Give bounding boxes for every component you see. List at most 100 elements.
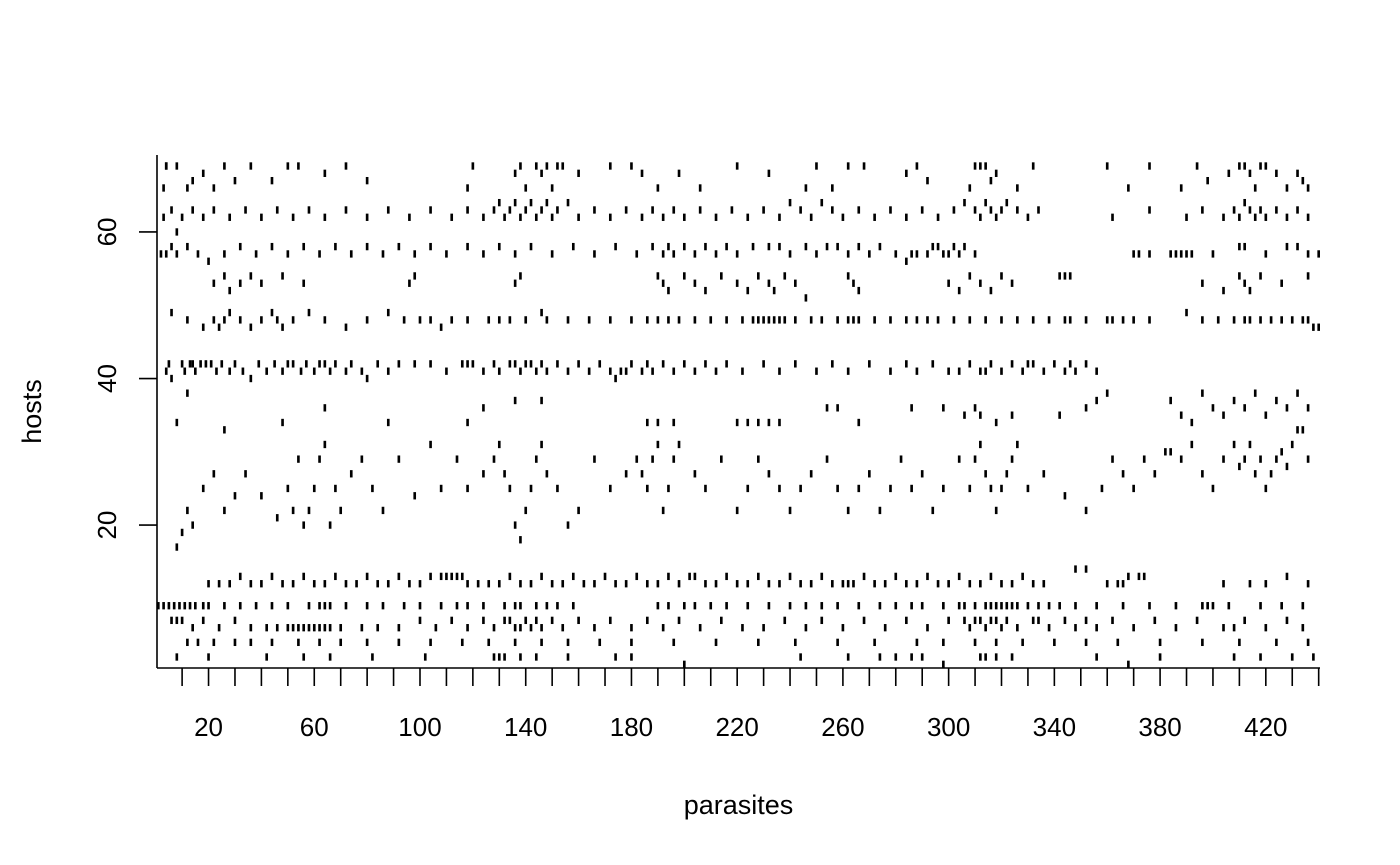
cell-198-31 bbox=[677, 440, 681, 449]
cell-38-9 bbox=[254, 602, 258, 610]
cell-134-13 bbox=[508, 572, 512, 581]
cell-416-38 bbox=[1253, 389, 1257, 397]
cell-324-2 bbox=[1010, 653, 1014, 661]
cell-150-12 bbox=[550, 580, 554, 588]
cell-18-25 bbox=[201, 484, 205, 493]
cell-298-9 bbox=[942, 602, 945, 610]
cell-180-48 bbox=[630, 316, 633, 324]
cell-304-52 bbox=[957, 286, 961, 295]
cell-208-42 bbox=[704, 360, 707, 368]
cell-292-48 bbox=[926, 316, 929, 324]
cell-430-2 bbox=[1290, 653, 1294, 661]
cell-144-9 bbox=[534, 602, 538, 610]
cell-300-53 bbox=[947, 279, 950, 287]
cell-342-9 bbox=[1058, 602, 1061, 610]
cell-272-4 bbox=[873, 638, 876, 647]
cell-164-41 bbox=[587, 367, 591, 375]
cell-24-12 bbox=[217, 580, 221, 588]
cell-262-54 bbox=[846, 272, 850, 280]
cell-68-13 bbox=[334, 572, 337, 581]
cell-356-37 bbox=[1095, 396, 1098, 405]
cell-388-29 bbox=[1179, 455, 1183, 463]
cell-150-57 bbox=[550, 250, 554, 258]
cell-160-42 bbox=[577, 360, 580, 368]
cell-376-69 bbox=[1148, 162, 1151, 170]
cell-274-22 bbox=[878, 506, 882, 515]
cell-136-6 bbox=[513, 624, 517, 632]
cell-422-27 bbox=[1269, 470, 1273, 478]
cell-68-25 bbox=[334, 484, 337, 493]
cell-384-57 bbox=[1169, 250, 1172, 258]
cell-56-53 bbox=[302, 279, 306, 287]
cell-304-9 bbox=[957, 602, 961, 610]
cell-420-25 bbox=[1264, 484, 1268, 493]
cell-28-49 bbox=[228, 308, 232, 317]
cell-138-41 bbox=[519, 367, 522, 375]
cell-118-66 bbox=[466, 184, 469, 192]
cell-118-6 bbox=[466, 624, 469, 632]
cell-240-57 bbox=[788, 250, 792, 258]
cell-11-41 bbox=[183, 367, 187, 375]
cell-248-27 bbox=[809, 470, 813, 478]
cell-434-6 bbox=[1301, 624, 1305, 632]
cell-58-49 bbox=[307, 308, 311, 317]
cell-138-9 bbox=[519, 602, 522, 610]
cell-304-57 bbox=[957, 250, 961, 258]
cell-340-4 bbox=[1053, 638, 1056, 647]
x-tick-label-300: 300 bbox=[927, 712, 970, 742]
cell-130-48 bbox=[497, 316, 501, 324]
cell-288-48 bbox=[915, 316, 919, 324]
cell-4-41 bbox=[164, 367, 168, 375]
cell-118-42 bbox=[466, 360, 469, 368]
cell-224-62 bbox=[746, 213, 750, 221]
cell-338-9 bbox=[1047, 602, 1051, 610]
cell-12-58 bbox=[186, 242, 189, 251]
y-tick-label-40: 40 bbox=[92, 364, 122, 393]
cell-316-63 bbox=[989, 206, 993, 214]
cell-336-12 bbox=[1042, 580, 1046, 588]
cell-66-20 bbox=[328, 521, 332, 529]
cell-410-28 bbox=[1238, 462, 1241, 471]
x-axis-ticks bbox=[181, 668, 1320, 686]
cell-434-9 bbox=[1301, 602, 1305, 610]
cell-96-12 bbox=[408, 580, 411, 588]
cell-104-58 bbox=[429, 242, 432, 251]
cell-30-67 bbox=[233, 176, 237, 185]
cell-104-42 bbox=[429, 360, 432, 368]
cell-144-69 bbox=[534, 162, 538, 170]
cell-352-14 bbox=[1084, 565, 1088, 573]
cell-148-48 bbox=[545, 316, 549, 324]
cell-338-6 bbox=[1047, 624, 1051, 632]
cell-318-4 bbox=[994, 638, 998, 647]
cell-426-30 bbox=[1280, 448, 1283, 456]
cell-18-68 bbox=[201, 169, 205, 177]
cell-246-51 bbox=[804, 294, 808, 302]
cell-262-22 bbox=[846, 506, 850, 515]
x-tick-label-20: 20 bbox=[194, 712, 223, 742]
cell-368-1 bbox=[1127, 660, 1130, 668]
cell-286-2 bbox=[910, 653, 913, 661]
cell-230-6 bbox=[762, 624, 765, 632]
cell-424-29 bbox=[1275, 455, 1278, 463]
cell-6-49 bbox=[170, 308, 173, 317]
cell-118-58 bbox=[466, 242, 469, 251]
cell-212-41 bbox=[714, 367, 718, 375]
cell-426-9 bbox=[1280, 602, 1283, 610]
cell-132-2 bbox=[503, 653, 506, 661]
cell-200-1 bbox=[682, 660, 686, 668]
cell-26-22 bbox=[223, 506, 226, 515]
cell-238-54 bbox=[783, 272, 787, 280]
cell-348-14 bbox=[1074, 565, 1077, 573]
cell-316-9 bbox=[989, 602, 993, 610]
cell-284-56 bbox=[905, 257, 908, 265]
cell-86-57 bbox=[381, 250, 385, 258]
cell-80-58 bbox=[365, 242, 369, 251]
cell-174-40 bbox=[614, 374, 617, 383]
cell-108-9 bbox=[439, 602, 443, 610]
cell-434-33 bbox=[1301, 426, 1305, 434]
cell-400-9 bbox=[1211, 602, 1215, 610]
cell-112-48 bbox=[450, 316, 454, 324]
cell-204-13 bbox=[693, 572, 697, 581]
cell-66-6 bbox=[328, 624, 332, 632]
cell-438-47 bbox=[1312, 323, 1315, 331]
